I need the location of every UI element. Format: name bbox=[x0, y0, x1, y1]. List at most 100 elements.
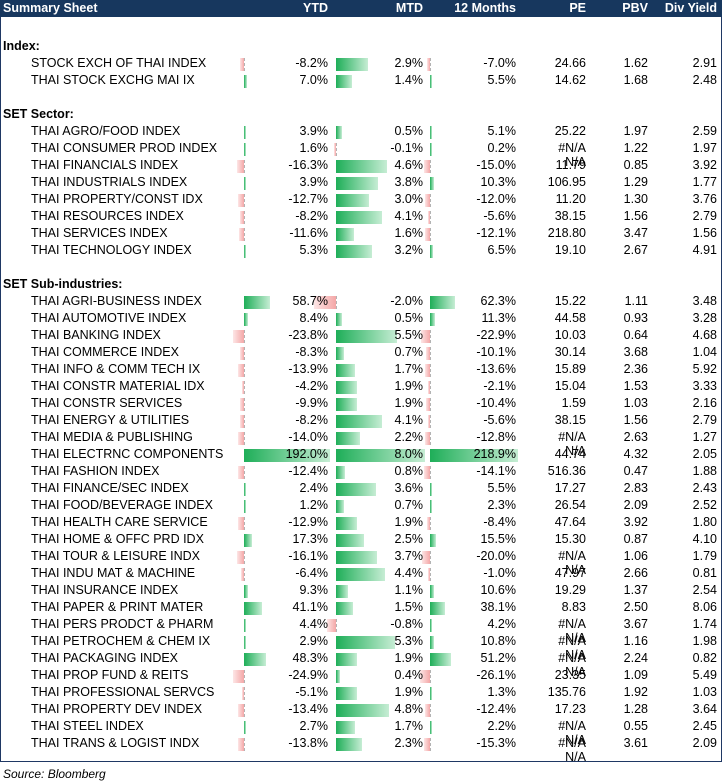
section-label: SET Sub-industries: bbox=[3, 277, 123, 291]
section-header: Index: bbox=[0, 39, 722, 56]
m12-bar bbox=[430, 177, 434, 190]
pe-value: 38.15 bbox=[554, 209, 586, 223]
ytd-value: 58.7% bbox=[292, 294, 328, 308]
pbv-value: 2.83 bbox=[623, 481, 648, 495]
m12-axis bbox=[430, 398, 431, 411]
index-name: THAI FOOD/BEVERAGE INDEX bbox=[31, 498, 213, 512]
index-name: THAI SERVICES INDEX bbox=[31, 226, 168, 240]
div-yield-value: 3.64 bbox=[692, 702, 717, 716]
index-name: THAI CONSTR MATERIAL IDX bbox=[31, 379, 205, 393]
mtd-value: 0.7% bbox=[394, 498, 424, 512]
12-months-value: 5.5% bbox=[487, 481, 517, 495]
ytd-value: -11.6% bbox=[289, 226, 328, 240]
table-row: THAI FOOD/BEVERAGE INDEX 1.2% 0.7% 2.3% 26.5… bbox=[0, 498, 722, 515]
mtd-value: 1.9% bbox=[394, 685, 424, 699]
m12-axis bbox=[430, 568, 431, 581]
m12-bar bbox=[430, 534, 436, 547]
pe-value: #N/A N/A bbox=[558, 719, 586, 747]
index-name: THAI PROPERTY DEV INDEX bbox=[31, 702, 203, 716]
div-yield-value: 2.48 bbox=[692, 73, 717, 87]
pe-value: 15.89 bbox=[554, 362, 586, 376]
ytd-value: -16.1% bbox=[288, 549, 328, 563]
table-row: THAI AGRO/FOOD INDEX 3.9% 0.5% 5.1% 25.22 1.9… bbox=[0, 124, 722, 141]
index-name: THAI PERS PRODCT & PHARM bbox=[31, 617, 214, 631]
div-yield-value: 2.79 bbox=[692, 413, 717, 427]
div-yield-value: 1.04 bbox=[692, 345, 717, 359]
div-yield-value: 5.49 bbox=[692, 668, 717, 682]
pe-value: #N/A N/A bbox=[558, 617, 586, 645]
ytd-bar bbox=[237, 160, 244, 173]
ytd-value: -13.9% bbox=[288, 362, 328, 376]
table-row: THAI CONSUMER PROD INDEX 1.6% -0.1% 0.2% #N/… bbox=[0, 141, 722, 169]
div-yield-value: 1.74 bbox=[692, 617, 717, 631]
mtd-bar bbox=[336, 228, 354, 241]
div-yield-value: 4.10 bbox=[692, 532, 717, 546]
pbv-value: 1.06 bbox=[623, 549, 648, 563]
ytd-bar bbox=[238, 364, 244, 377]
12-months-value: 10.6% bbox=[480, 583, 516, 597]
ytd-bar bbox=[244, 653, 266, 666]
ytd-bar bbox=[238, 194, 244, 207]
index-name: THAI RESOURCES INDEX bbox=[31, 209, 184, 223]
12-months-value: 10.3% bbox=[480, 175, 516, 189]
pe-value: 15.30 bbox=[554, 532, 586, 546]
mtd-bar bbox=[336, 415, 382, 428]
ytd-value: 4.4% bbox=[299, 617, 329, 631]
pbv-value: 3.61 bbox=[623, 736, 648, 750]
12-months-value: -26.1% bbox=[476, 668, 516, 682]
m12-bar bbox=[430, 721, 432, 734]
table-row: THAI INDUSTRIALS INDEX 3.9% 3.8% 10.3% 106.9… bbox=[0, 175, 722, 192]
pe-value: #N/A N/A bbox=[558, 549, 586, 577]
index-name: THAI PAPER & PRINT MATER bbox=[31, 600, 204, 614]
m12-bar bbox=[425, 432, 430, 445]
mtd-value: 2.5% bbox=[394, 532, 424, 546]
index-name: THAI HOME & OFFC PRD IDX bbox=[31, 532, 204, 546]
table-row: THAI MEDIA & PUBLISHING -14.0% 2.2% -12.8% #… bbox=[0, 430, 722, 458]
m12-axis bbox=[430, 432, 431, 445]
table-row: THAI PROFESSIONAL SERVCS -5.1% 1.9% 1.3% 135… bbox=[0, 685, 722, 702]
m12-axis bbox=[430, 738, 431, 751]
div-yield-value: 8.06 bbox=[692, 600, 717, 614]
12-months-value: 10.8% bbox=[480, 634, 516, 648]
pe-value: #N/A N/A bbox=[558, 430, 586, 458]
m12-bar bbox=[428, 415, 430, 428]
m12-bar bbox=[424, 466, 430, 479]
ytd-value: 2.7% bbox=[299, 719, 329, 733]
pe-value: #N/A N/A bbox=[558, 141, 586, 169]
div-yield-value: 2.52 bbox=[692, 498, 717, 512]
mtd-bar bbox=[336, 500, 344, 513]
ytd-bar bbox=[242, 381, 244, 394]
ytd-value: -12.9% bbox=[288, 515, 328, 529]
mtd-bar bbox=[336, 568, 385, 581]
mtd-value: 3.6% bbox=[394, 481, 424, 495]
pe-value: 25.22 bbox=[554, 124, 586, 138]
ytd-value: 1.6% bbox=[299, 141, 329, 155]
pe-value: 19.29 bbox=[554, 583, 586, 597]
ytd-bar bbox=[244, 143, 246, 156]
12-months-value: 2.3% bbox=[487, 498, 517, 512]
ytd-value: 17.3% bbox=[292, 532, 328, 546]
ytd-value: 1.2% bbox=[299, 498, 329, 512]
m12-bar bbox=[426, 347, 430, 360]
mtd-bar bbox=[336, 636, 395, 649]
ytd-value: 3.9% bbox=[299, 175, 329, 189]
table-row: THAI INSURANCE INDEX 9.3% 1.1% 10.6% 19.29 1.… bbox=[0, 583, 722, 600]
mtd-value: 4.1% bbox=[394, 209, 424, 223]
div-yield-value: 2.16 bbox=[692, 396, 717, 410]
m12-bar bbox=[425, 704, 430, 717]
ytd-bar bbox=[233, 670, 244, 683]
m12-bar bbox=[425, 228, 430, 241]
ytd-axis bbox=[244, 228, 245, 241]
pbv-value: 0.93 bbox=[623, 311, 648, 325]
mtd-bar bbox=[336, 58, 368, 71]
ytd-axis bbox=[244, 160, 245, 173]
ytd-axis bbox=[244, 551, 245, 564]
pbv-value: 1.03 bbox=[623, 396, 648, 410]
ytd-axis bbox=[244, 364, 245, 377]
table-row: THAI HOME & OFFC PRD IDX 17.3% 2.5% 15.5% 15… bbox=[0, 532, 722, 549]
ytd-bar bbox=[244, 721, 246, 734]
m12-bar bbox=[430, 245, 433, 258]
div-yield-value: 2.05 bbox=[692, 447, 717, 461]
m12-bar bbox=[430, 143, 432, 156]
pe-value: 30.14 bbox=[554, 345, 586, 359]
